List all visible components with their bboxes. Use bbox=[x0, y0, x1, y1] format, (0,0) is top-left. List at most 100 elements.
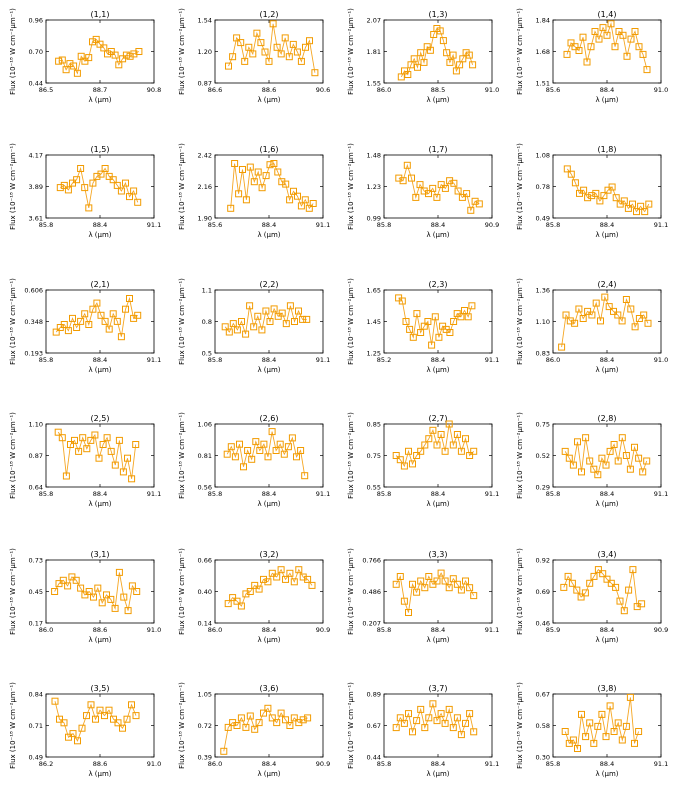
plot-frame bbox=[214, 559, 324, 624]
x-axis-label: λ (μm) bbox=[595, 500, 618, 508]
series-line bbox=[395, 572, 475, 613]
data-point bbox=[302, 43, 309, 51]
data-point bbox=[398, 297, 406, 305]
data-point bbox=[311, 69, 319, 77]
data-point bbox=[592, 189, 600, 197]
data-point bbox=[449, 575, 457, 583]
data-point bbox=[77, 165, 85, 172]
data-point bbox=[428, 341, 436, 349]
data-point bbox=[119, 468, 127, 476]
subplot-title: (1,5) bbox=[91, 145, 110, 154]
data-point bbox=[301, 472, 309, 480]
data-point bbox=[462, 577, 469, 585]
data-point bbox=[274, 168, 282, 176]
x-axis-label: λ (μm) bbox=[595, 770, 618, 778]
data-point bbox=[414, 63, 421, 71]
x-tick-label: 86.2 bbox=[39, 760, 53, 768]
subplot: (3,5) 86.2 88.6 91.0 0.49 0.71 0.84 λ (μm) Flux … bbox=[9, 682, 161, 778]
data-point bbox=[582, 733, 590, 741]
data-point bbox=[92, 35, 100, 43]
data-point bbox=[454, 187, 462, 195]
subplot: (2,3) 85.2 88.4 91.1 1.25 1.45 1.65 λ (μm) Flux … bbox=[347, 278, 499, 374]
subplot: (3,1) 86.0 88.6 91.0 0.17 0.45 0.73 λ (μm) Flux … bbox=[9, 548, 161, 644]
data-point bbox=[77, 317, 85, 325]
data-point bbox=[304, 714, 312, 722]
data-point bbox=[239, 166, 246, 173]
data-point bbox=[466, 584, 474, 592]
data-point bbox=[594, 566, 602, 574]
data-point bbox=[285, 53, 293, 61]
subplot: (2,1) 85.8 88.4 91.1 0.193 0.348 0.606 λ (μm) Fl… bbox=[9, 278, 161, 374]
x-tick-label: 85.8 bbox=[377, 490, 391, 498]
data-point bbox=[295, 566, 303, 574]
subplot: (3,3) 85.8 88.4 91.1 0.207 0.486 0.766 λ (μm) Fl… bbox=[347, 548, 499, 644]
data-point bbox=[277, 709, 285, 717]
subplot: (1,3) 86.0 88.5 91.0 1.55 1.81 2.07 λ (μm) Flux … bbox=[347, 8, 499, 104]
x-tick-label: 86.0 bbox=[546, 356, 560, 364]
data-point bbox=[235, 190, 243, 198]
data-point bbox=[248, 455, 256, 463]
data-point bbox=[64, 327, 72, 335]
data-point bbox=[462, 435, 469, 443]
data-point bbox=[290, 578, 298, 586]
series-line bbox=[54, 701, 137, 742]
x-axis-label: λ (μm) bbox=[88, 231, 111, 239]
data-point bbox=[225, 328, 233, 336]
data-point bbox=[110, 715, 117, 723]
x-tick-label: 85.9 bbox=[546, 626, 560, 634]
data-point bbox=[470, 447, 478, 455]
y-tick-label: 0.73 bbox=[29, 556, 43, 564]
data-point bbox=[255, 585, 263, 593]
x-axis-label: λ (μm) bbox=[426, 636, 449, 644]
data-point bbox=[286, 196, 294, 204]
data-point bbox=[631, 443, 638, 451]
data-point bbox=[107, 48, 115, 55]
data-point bbox=[417, 705, 425, 713]
data-point bbox=[598, 710, 606, 718]
data-point bbox=[227, 443, 235, 451]
data-point bbox=[446, 58, 454, 66]
x-tick-label: 86.0 bbox=[208, 626, 222, 634]
data-point bbox=[417, 447, 425, 455]
data-point bbox=[244, 447, 252, 454]
data-point bbox=[425, 190, 432, 198]
data-point bbox=[236, 440, 243, 448]
data-point bbox=[280, 450, 288, 458]
data-point bbox=[270, 160, 278, 167]
data-point bbox=[392, 580, 400, 588]
y-tick-label: 1.06 bbox=[198, 420, 212, 428]
x-axis-label: λ (μm) bbox=[88, 636, 111, 644]
data-point bbox=[470, 592, 478, 600]
data-point bbox=[124, 454, 131, 462]
plot-frame bbox=[45, 19, 155, 84]
y-axis-label: Flux (10⁻¹⁸ W cm⁻²μm⁻¹) bbox=[178, 8, 186, 95]
data-point bbox=[278, 178, 286, 186]
data-point bbox=[122, 179, 129, 187]
x-tick-label: 88.6 bbox=[93, 760, 107, 768]
x-tick-label: 90.9 bbox=[316, 626, 330, 634]
x-tick-label: 88.4 bbox=[431, 221, 445, 229]
data-point bbox=[402, 318, 410, 325]
data-point bbox=[599, 24, 607, 32]
x-tick-label: 88.4 bbox=[93, 490, 107, 498]
y-tick-label: 0.40 bbox=[198, 588, 212, 596]
data-point bbox=[242, 196, 250, 204]
data-point bbox=[396, 573, 404, 580]
x-tick-label: 91.1 bbox=[316, 490, 330, 498]
data-point bbox=[400, 719, 408, 727]
data-point bbox=[441, 577, 449, 585]
y-tick-label: 1.84 bbox=[536, 16, 550, 24]
y-tick-label: 1.20 bbox=[198, 48, 212, 56]
data-point bbox=[439, 37, 447, 45]
data-point bbox=[590, 739, 598, 747]
data-point bbox=[297, 57, 305, 65]
y-tick-label: 0.17 bbox=[29, 619, 43, 627]
data-point bbox=[413, 310, 421, 318]
data-point bbox=[268, 428, 276, 436]
subplot: (2,7) 85.8 88.4 91.1 0.55 0.75 0.85 λ (μm) Flux … bbox=[347, 412, 499, 508]
data-point bbox=[54, 428, 62, 436]
y-tick-label: 2.16 bbox=[198, 183, 212, 191]
data-point bbox=[229, 320, 237, 328]
data-point bbox=[453, 580, 461, 588]
subplot: (1,4) 85.6 88.4 91.0 1.51 1.68 1.84 λ (μm) Flux … bbox=[516, 8, 668, 104]
